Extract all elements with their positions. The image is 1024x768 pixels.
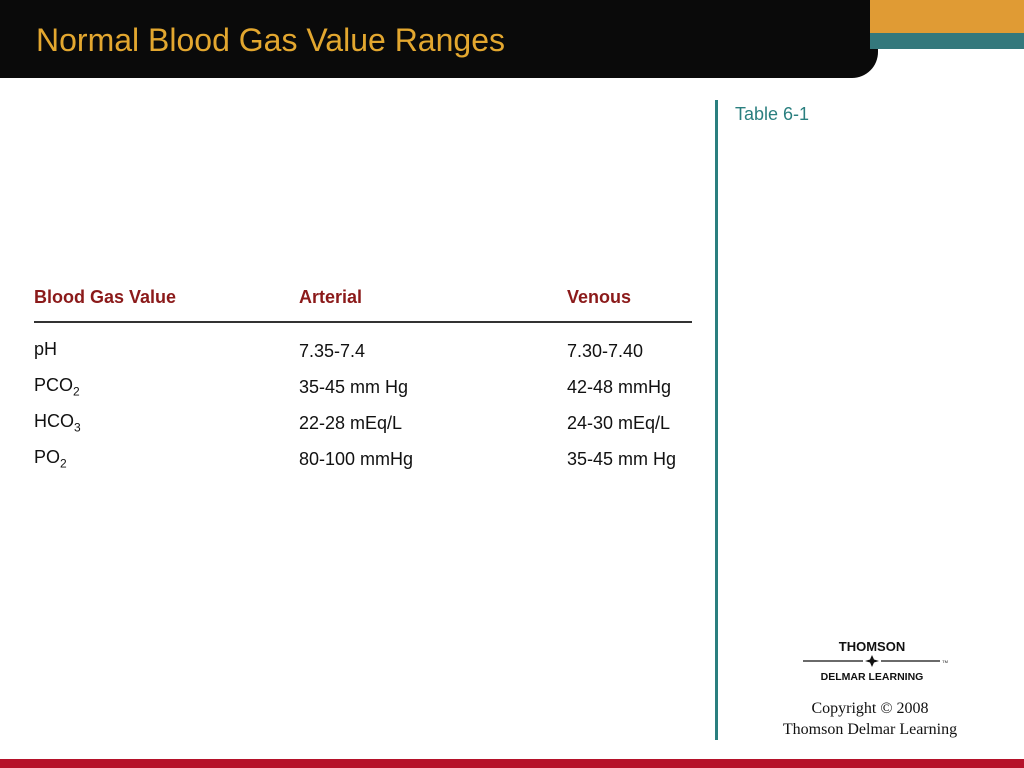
row-name-po2: PO2: [34, 447, 67, 471]
star-icon: [865, 655, 879, 667]
accent-teal-bar: [870, 33, 1024, 49]
table-reference: Table 6-1: [735, 104, 810, 124]
thomson-delmar-logo: THOMSON TM DELMAR LEARNING: [803, 639, 948, 683]
row-venous: 24-30 mEq/L: [567, 412, 671, 433]
logo-tm: TM: [942, 659, 948, 664]
table-header-row: Blood Gas Value Arterial Venous: [34, 282, 692, 323]
row-name-ph: pH: [34, 339, 58, 360]
header-arterial: Arterial: [299, 282, 567, 323]
header-blood-gas-value: Blood Gas Value: [34, 282, 299, 323]
vertical-divider: [715, 100, 718, 740]
header-bar: [0, 0, 878, 78]
blood-gas-table: Blood Gas Value Arterial Venous pH 7.35-…: [34, 282, 692, 477]
row-arterial: 35-45 mm Hg: [299, 376, 409, 397]
copyright-line1: Copyright © 2008: [811, 700, 929, 717]
row-venous: 42-48 mmHg: [567, 376, 672, 397]
bottom-bar: [0, 759, 1024, 768]
row-arterial: 80-100 mmHg: [299, 448, 414, 469]
table-row: HCO3 22-28 mEq/L 24-30 mEq/L: [34, 405, 692, 441]
table-row: PO2 80-100 mmHg 35-45 mm Hg: [34, 441, 692, 477]
row-venous: 35-45 mm Hg: [567, 448, 677, 469]
accent-orange-bar: [870, 0, 1024, 33]
table-row: PCO2 35-45 mm Hg 42-48 mmHg: [34, 369, 692, 405]
row-name-pco2: PCO2: [34, 375, 80, 399]
logo-line1: THOMSON: [839, 639, 905, 654]
copyright-notice: Copyright © 2008 Thomson Delmar Learning: [770, 698, 970, 740]
logo-line2: DELMAR LEARNING: [821, 671, 924, 683]
row-name-hco3: HCO3: [34, 411, 81, 435]
copyright-line2: Thomson Delmar Learning: [782, 721, 958, 738]
row-arterial: 22-28 mEq/L: [299, 412, 403, 433]
table-row: pH 7.35-7.4 7.30-7.40: [34, 322, 692, 369]
slide-title: Normal Blood Gas Value Ranges: [36, 22, 505, 58]
row-venous: 7.30-7.40: [567, 340, 644, 361]
header-venous: Venous: [567, 282, 692, 323]
row-arterial: 7.35-7.4: [299, 340, 366, 361]
